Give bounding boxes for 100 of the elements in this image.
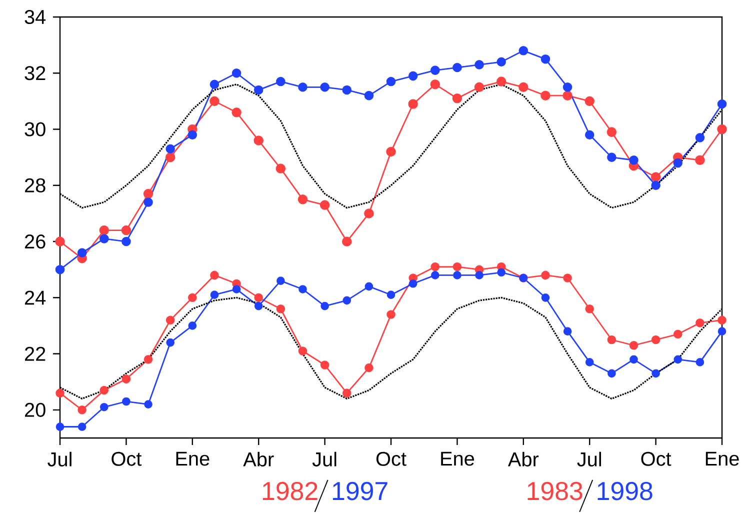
- point: [342, 388, 352, 398]
- point: [630, 355, 638, 364]
- point: [452, 93, 462, 104]
- x-tick-label: Ene: [706, 452, 739, 466]
- point: [474, 82, 484, 92]
- x-tick-label: Oct: [112, 452, 142, 466]
- point: [276, 304, 286, 314]
- point: [122, 236, 131, 246]
- point: [386, 76, 396, 86]
- point: [364, 90, 374, 100]
- point: [100, 402, 108, 412]
- point: [584, 130, 594, 140]
- point: [673, 330, 682, 339]
- point: [540, 90, 550, 100]
- point: [342, 85, 352, 95]
- point: [320, 302, 329, 310]
- point: [99, 225, 110, 236]
- point: [99, 234, 109, 244]
- point: [695, 133, 705, 142]
- point: [453, 271, 462, 280]
- point: [408, 99, 418, 109]
- point: [232, 285, 241, 294]
- point: [563, 274, 572, 282]
- point: [342, 296, 352, 305]
- point: [386, 310, 396, 319]
- point: [165, 152, 176, 162]
- point: [100, 386, 109, 395]
- point: [651, 180, 660, 190]
- y-tick-label: 26: [25, 234, 46, 249]
- point: [320, 82, 330, 92]
- point: [232, 108, 242, 118]
- point: [386, 146, 396, 157]
- point: [695, 155, 705, 166]
- point: [122, 397, 130, 406]
- point: [408, 279, 418, 288]
- point: [188, 130, 198, 140]
- point: [718, 327, 726, 336]
- point: [585, 358, 594, 366]
- text: 1998: [598, 482, 652, 500]
- point: [496, 76, 506, 86]
- point: [541, 293, 550, 302]
- point: [562, 90, 572, 100]
- point: [408, 71, 418, 81]
- point: [166, 338, 175, 347]
- point: [121, 225, 132, 236]
- point: [629, 155, 638, 165]
- point: [320, 200, 330, 210]
- point: [475, 271, 484, 280]
- y-tick-label: 34: [24, 10, 46, 24]
- point: [342, 236, 352, 246]
- point: [78, 422, 86, 431]
- y-tick-label: 30: [24, 122, 46, 136]
- x-tick-label: Abr: [243, 452, 274, 466]
- point: [563, 327, 572, 336]
- point: [386, 290, 396, 300]
- point: [254, 85, 264, 95]
- x-tick-label: Ene: [441, 452, 474, 466]
- point: [254, 293, 264, 302]
- point: [144, 400, 152, 408]
- point: [122, 374, 131, 384]
- point: [717, 99, 727, 109]
- x-tick-label: Jul: [577, 452, 602, 466]
- point: [210, 80, 220, 89]
- point: [584, 96, 594, 106]
- point: [496, 57, 506, 67]
- point: [298, 82, 308, 92]
- y-tick-label: 32: [24, 66, 46, 80]
- point: [696, 358, 704, 366]
- point: [452, 262, 462, 272]
- point: [629, 340, 638, 350]
- point: [78, 406, 86, 414]
- point: [674, 355, 682, 364]
- point: [430, 79, 440, 90]
- point: [518, 46, 528, 56]
- point: [254, 302, 263, 310]
- point: [188, 293, 197, 302]
- point: [452, 62, 462, 72]
- point: [56, 388, 64, 398]
- x-tick-label: Oct: [376, 452, 406, 466]
- point: [607, 335, 616, 344]
- point: [55, 264, 65, 274]
- point: [606, 127, 617, 137]
- point: [276, 276, 285, 285]
- point: [210, 270, 219, 280]
- x-tick-label: Jul: [48, 452, 72, 466]
- point: [696, 318, 704, 328]
- point: [188, 322, 197, 330]
- point: [143, 188, 154, 199]
- point: [651, 335, 660, 344]
- point: [276, 164, 286, 174]
- point: [320, 360, 330, 370]
- point: [650, 172, 661, 182]
- point: [364, 363, 374, 372]
- point: [497, 268, 506, 277]
- point: [518, 82, 528, 92]
- point: [673, 158, 683, 168]
- point: [55, 236, 65, 246]
- point: [254, 136, 264, 146]
- point: [298, 194, 308, 204]
- x-tick-label: Jul: [312, 452, 336, 466]
